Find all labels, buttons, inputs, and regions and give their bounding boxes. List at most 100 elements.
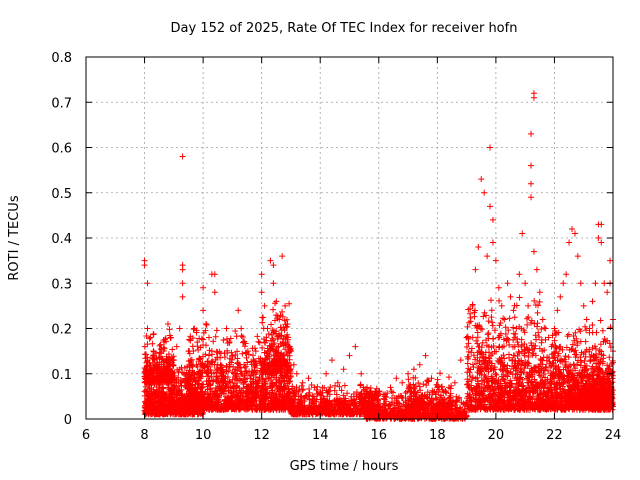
data-point (241, 343, 248, 350)
chart-title: Day 152 of 2025, Rate Of TEC Index for r… (171, 21, 518, 36)
data-point (432, 395, 439, 402)
data-point (168, 406, 175, 413)
data-point (163, 366, 170, 373)
data-point (169, 390, 176, 397)
data-point (502, 324, 509, 331)
data-point (171, 399, 178, 406)
data-point (232, 351, 239, 358)
data-point (162, 411, 169, 418)
data-point (175, 405, 182, 412)
data-point (173, 394, 180, 401)
data-point (239, 350, 246, 357)
data-point (332, 382, 339, 389)
data-point (485, 318, 492, 325)
data-point (481, 309, 488, 316)
data-point (146, 410, 153, 417)
data-point (169, 346, 176, 353)
data-point (471, 313, 478, 320)
data-point (167, 369, 174, 376)
data-point (148, 398, 155, 405)
data-point (190, 326, 197, 333)
data-point (159, 384, 166, 391)
data-point (534, 320, 541, 327)
data-point (474, 329, 481, 336)
data-point (232, 327, 239, 334)
data-point (178, 382, 185, 389)
data-point (469, 334, 476, 341)
data-point (142, 368, 149, 375)
data-point (255, 338, 262, 345)
data-point (314, 383, 321, 390)
data-point (160, 379, 167, 386)
data-point (200, 336, 207, 343)
data-point (210, 370, 217, 377)
data-point (156, 349, 163, 356)
data-point (168, 385, 175, 392)
data-point (175, 369, 182, 376)
data-point (259, 319, 266, 326)
data-point (175, 399, 182, 406)
data-point (516, 294, 523, 301)
data-point (197, 384, 204, 391)
data-point (212, 333, 219, 340)
data-point (496, 297, 503, 304)
data-point (179, 369, 186, 376)
data-point (141, 365, 148, 372)
data-point (153, 355, 160, 362)
data-point (144, 341, 151, 348)
data-point (170, 362, 177, 369)
data-point (484, 331, 491, 338)
data-point (203, 321, 210, 328)
data-point (165, 359, 172, 366)
data-point (144, 388, 151, 395)
data-point (300, 386, 307, 393)
data-point (205, 352, 212, 359)
data-point (158, 375, 165, 382)
data-point (227, 335, 234, 342)
data-point (157, 341, 164, 348)
data-point (178, 392, 185, 399)
data-point (142, 411, 149, 418)
data-point (150, 348, 157, 355)
data-point (515, 348, 522, 355)
data-point (510, 324, 517, 331)
data-point (268, 321, 275, 328)
data-point (464, 360, 471, 367)
data-point (220, 337, 227, 344)
data-point (149, 340, 156, 347)
data-point (260, 314, 267, 321)
data-point (143, 333, 150, 340)
data-point (469, 374, 476, 381)
data-point (155, 410, 162, 417)
data-point (443, 389, 450, 396)
data-point (156, 342, 163, 349)
data-point (182, 375, 189, 382)
data-point (166, 407, 173, 414)
data-point (152, 375, 159, 382)
data-point (203, 378, 210, 385)
data-point (279, 308, 286, 315)
data-point (488, 297, 494, 304)
grid-lines (86, 57, 613, 419)
data-point (150, 402, 157, 409)
data-point (151, 403, 158, 410)
data-point (157, 350, 164, 357)
data-point (485, 330, 492, 337)
data-point (534, 309, 541, 316)
data-point (405, 376, 412, 383)
data-point (146, 335, 153, 342)
data-point (166, 326, 173, 333)
data-point (239, 333, 246, 340)
data-point (156, 354, 163, 361)
data-point (162, 401, 169, 408)
data-points (141, 90, 616, 422)
data-point (168, 391, 175, 398)
data-point (233, 333, 240, 340)
data-point (172, 411, 179, 418)
data-point (176, 405, 183, 412)
data-point (182, 411, 189, 418)
data-point (162, 394, 169, 401)
data-point (175, 383, 182, 390)
data-point (249, 352, 256, 359)
